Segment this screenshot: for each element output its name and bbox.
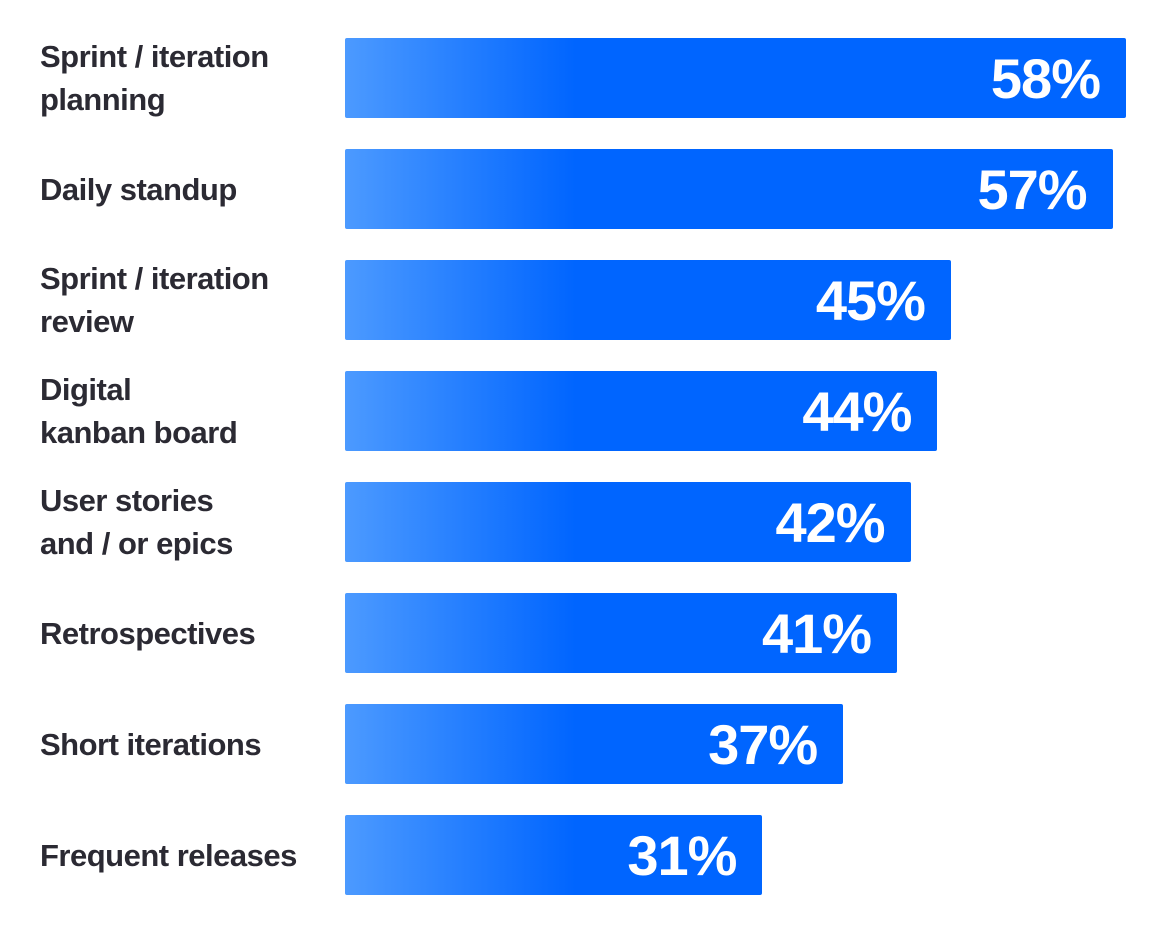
- bar-track: 31%: [345, 815, 1126, 895]
- bar-value-label: 31%: [627, 823, 737, 887]
- bar: 57%: [345, 149, 1113, 229]
- bar-row: Sprint / iteration review 45%: [0, 260, 1166, 340]
- bar-track: 42%: [345, 482, 1126, 562]
- bar: 37%: [345, 704, 844, 784]
- bar-value-label: 45%: [815, 268, 926, 332]
- category-label: Daily standup: [40, 171, 237, 207]
- bar-row: Retrospectives 41%: [0, 593, 1166, 673]
- bar-track: 41%: [345, 593, 1126, 673]
- bar: 58%: [345, 38, 1126, 118]
- bar-track: 57%: [345, 149, 1126, 229]
- bar-row: Short iterations 37%: [0, 704, 1166, 784]
- category-label: Sprint / iteration review: [40, 261, 269, 339]
- bar-row: User stories and / or epics 42%: [0, 482, 1166, 562]
- bar-value-label: 41%: [761, 601, 872, 665]
- category-label: Sprint / iteration planning: [40, 39, 269, 117]
- bar-value-label: 57%: [977, 157, 1087, 221]
- category-label: Digital kanban board: [40, 372, 238, 450]
- category-label: User stories and / or epics: [40, 483, 233, 561]
- bar-row: Sprint / iteration planning 58%: [0, 38, 1166, 118]
- category-label: Frequent releases: [40, 837, 297, 873]
- bar-row: Frequent releases 31%: [0, 815, 1166, 895]
- bar-value-label: 37%: [708, 712, 818, 776]
- category-label: Short iterations: [40, 726, 262, 762]
- bar-row: Daily standup 57%: [0, 149, 1166, 229]
- bar-track: 44%: [345, 371, 1126, 451]
- bar-chart-plot-area: Sprint / iteration planning 58% Daily sta…: [0, 38, 1166, 895]
- bar: 31%: [345, 815, 763, 895]
- bar: 42%: [345, 482, 911, 562]
- bar: 44%: [345, 371, 938, 451]
- bar-row: Digital kanban board 44%: [0, 371, 1166, 451]
- bar-value-label: 44%: [802, 379, 912, 443]
- category-label: Retrospectives: [40, 615, 256, 651]
- bar: 41%: [345, 593, 898, 673]
- bar-value-label: 42%: [775, 490, 885, 554]
- bar-track: 45%: [345, 260, 1126, 340]
- bar-track: 37%: [345, 704, 1126, 784]
- bar-track: 58%: [345, 38, 1126, 118]
- bar: 45%: [345, 260, 951, 340]
- bar-value-label: 58%: [990, 46, 1101, 110]
